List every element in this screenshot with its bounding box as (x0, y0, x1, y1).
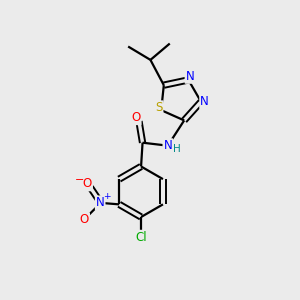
Text: N: N (185, 70, 194, 83)
Text: S: S (155, 101, 163, 114)
Text: N: N (96, 196, 104, 209)
Text: O: O (80, 213, 89, 226)
Text: −: − (75, 175, 85, 185)
Text: O: O (131, 111, 141, 124)
Text: Cl: Cl (135, 231, 147, 244)
Text: N: N (164, 139, 172, 152)
Text: O: O (83, 177, 92, 190)
Text: +: + (103, 192, 110, 201)
Text: N: N (200, 95, 209, 108)
Text: H: H (173, 144, 181, 154)
